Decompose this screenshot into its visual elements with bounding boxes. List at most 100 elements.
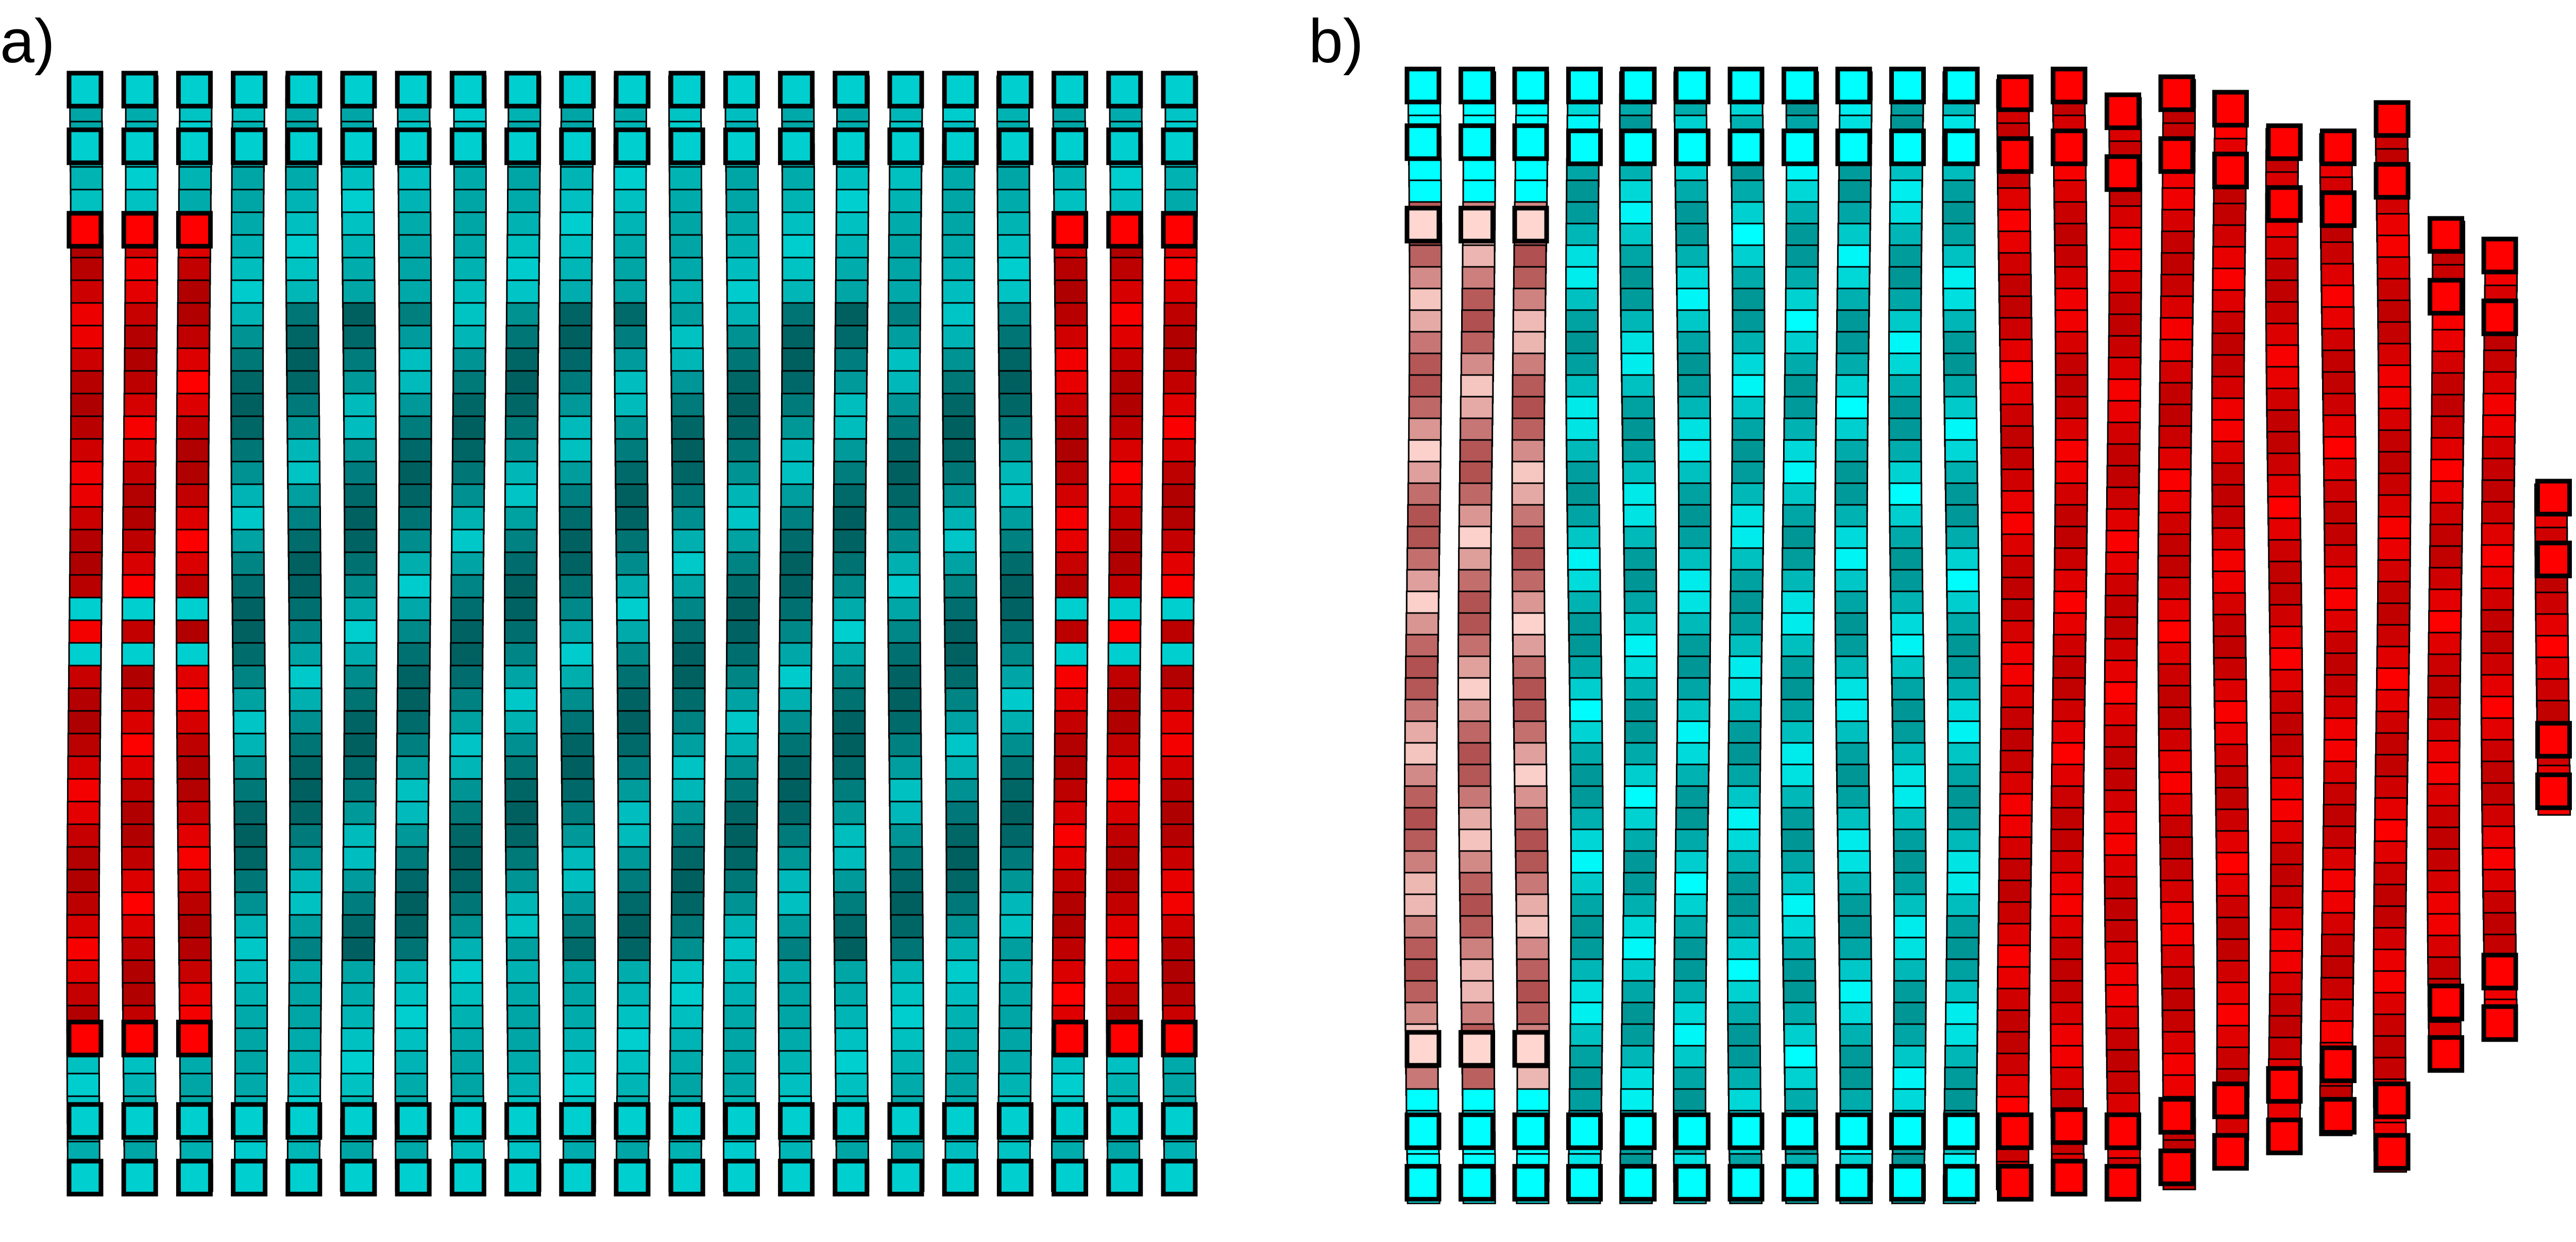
square-marker: [723, 1141, 757, 1169]
highlight-marker: [1835, 128, 1872, 166]
highlight-marker: [668, 71, 705, 109]
highlight-marker: [2050, 1159, 2088, 1197]
highlight-marker: [614, 127, 651, 165]
highlight-marker: [2428, 216, 2464, 254]
highlight-marker: [887, 1159, 924, 1197]
highlight-marker: [121, 211, 158, 249]
highlight-marker: [2374, 100, 2411, 138]
highlight-marker: [1052, 1102, 1089, 1140]
highlight-marker: [723, 127, 760, 165]
highlight-marker: [2481, 236, 2518, 275]
highlight-marker: [66, 1102, 104, 1140]
highlight-marker: [340, 1159, 377, 1197]
highlight-marker: [1674, 1112, 1710, 1150]
highlight-marker: [2158, 1097, 2195, 1135]
highlight-marker: [1997, 1164, 2033, 1202]
highlight-marker: [2158, 1148, 2195, 1186]
highlight-marker: [231, 1159, 268, 1197]
highlight-marker: [2050, 1107, 2088, 1145]
highlight-marker: [2105, 1164, 2141, 1202]
highlight-marker: [2374, 1081, 2411, 1119]
highlight-marker: [1512, 66, 1549, 105]
highlight-marker: [2105, 92, 2141, 130]
highlight-marker: [1512, 123, 1549, 161]
highlight-marker: [231, 71, 268, 109]
highlight-marker: [1620, 1112, 1657, 1150]
highlight-marker: [778, 1159, 815, 1197]
highlight-marker: [504, 1102, 541, 1140]
highlight-marker: [2050, 66, 2088, 105]
highlight-marker: [395, 71, 432, 109]
highlight-marker: [504, 127, 541, 165]
highlight-marker: [395, 127, 432, 165]
highlight-marker: [2481, 1004, 2518, 1042]
highlight-marker: [1835, 66, 1872, 105]
highlight-marker: [1459, 123, 1495, 161]
highlight-marker: [1459, 206, 1495, 244]
highlight-marker: [887, 127, 924, 165]
highlight-marker: [1889, 1164, 1926, 1202]
highlight-marker: [1566, 1112, 1603, 1150]
highlight-marker: [996, 1102, 1033, 1140]
highlight-marker: [1674, 128, 1710, 166]
highlight-marker: [176, 71, 213, 109]
highlight-marker: [1404, 66, 1442, 105]
highlight-marker: [942, 71, 979, 109]
highlight-marker: [121, 1019, 158, 1058]
highlight-marker: [1161, 211, 1198, 249]
highlight-marker: [1052, 127, 1089, 165]
highlight-marker: [66, 211, 104, 249]
highlight-marker: [1782, 128, 1818, 166]
highlight-marker: [1404, 206, 1442, 244]
highlight-marker: [121, 1159, 158, 1197]
highlight-marker: [1052, 211, 1089, 249]
highlight-marker: [2212, 151, 2249, 190]
highlight-marker: [340, 1102, 377, 1140]
highlight-marker: [2266, 185, 2303, 223]
highlight-marker: [2320, 1097, 2357, 1135]
highlight-marker: [176, 1102, 213, 1140]
highlight-marker: [723, 71, 760, 109]
highlight-marker: [1997, 74, 2033, 112]
highlight-marker: [1459, 1112, 1495, 1150]
highlight-marker: [1943, 1164, 1980, 1202]
highlight-marker: [66, 1159, 104, 1197]
highlight-marker: [1052, 71, 1089, 109]
highlight-marker: [1889, 128, 1926, 166]
highlight-marker: [1997, 136, 2033, 174]
panel-b-diagram: [1403, 66, 2572, 1204]
highlight-marker: [2212, 1081, 2249, 1119]
highlight-marker: [2481, 952, 2518, 991]
highlight-marker: [2535, 540, 2572, 579]
highlight-marker: [833, 127, 870, 165]
panel-a-diagram: [66, 71, 1198, 1197]
highlight-marker: [1943, 66, 1980, 105]
highlight-marker: [2212, 90, 2249, 128]
highlight-marker: [2158, 74, 2195, 112]
highlight-marker: [449, 71, 486, 109]
highlight-marker: [1889, 66, 1926, 105]
highlight-marker: [2266, 1117, 2303, 1155]
highlight-marker: [1106, 127, 1143, 165]
highlight-marker: [1161, 1019, 1198, 1058]
highlight-marker: [668, 1159, 705, 1197]
highlight-marker: [231, 1102, 268, 1140]
highlight-marker: [1052, 1019, 1089, 1058]
highlight-marker: [121, 127, 158, 165]
highlight-marker: [996, 1159, 1033, 1197]
highlight-marker: [2535, 772, 2572, 810]
highlight-marker: [996, 71, 1033, 109]
highlight-marker: [176, 1019, 213, 1058]
highlight-marker: [2320, 128, 2357, 166]
highlight-marker: [1997, 1112, 2033, 1150]
highlight-marker: [1889, 1112, 1926, 1150]
highlight-marker: [559, 127, 596, 165]
highlight-marker: [723, 1159, 760, 1197]
highlight-marker: [1727, 1112, 1765, 1150]
highlight-marker: [1459, 1030, 1495, 1068]
highlight-marker: [2374, 1133, 2411, 1171]
square-marker: [561, 755, 595, 784]
highlight-marker: [1512, 1030, 1549, 1068]
highlight-marker: [1161, 71, 1198, 109]
highlight-marker: [2266, 123, 2303, 161]
